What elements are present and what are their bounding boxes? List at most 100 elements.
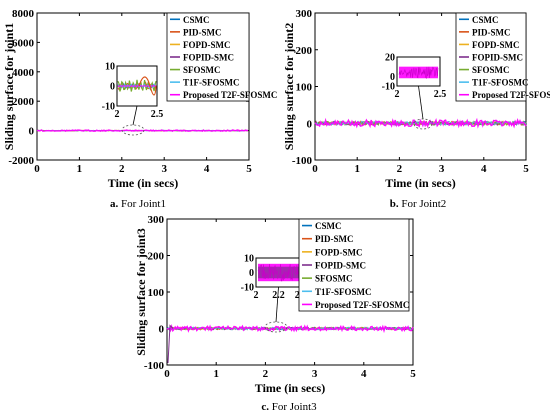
x-tick-label: 5 (246, 163, 252, 175)
legend-box (298, 218, 410, 312)
y-tick-label: 100 (148, 287, 165, 299)
inset-y-tick-label: 0 (110, 82, 115, 93)
zoom-connector (275, 286, 279, 323)
inset: 10 0 -102 2.5 (102, 62, 164, 121)
legend-label: SFOSMC (472, 65, 510, 75)
legend-label: Proposed T2F-SFOSMC (472, 90, 550, 100)
x-tick-label: 0 (312, 163, 318, 175)
x-tick-label: 3 (312, 368, 318, 380)
legend-label: FOPD-SMC (472, 40, 520, 50)
y-axis-label: Sliding surface for joint1 (2, 23, 16, 150)
y-tick-label: 0 (159, 324, 165, 336)
legend-box (166, 12, 250, 102)
y-tick-label: -100 (144, 360, 165, 372)
legend: CSMC PID-SMC FOPD-SMC FOPID-SMC SFOSMC T1F-SF… (166, 12, 277, 102)
inset-y-tick-label: 0 (249, 268, 254, 279)
legend-label: PID-SMC (183, 27, 222, 37)
inset-band-inner (258, 266, 299, 279)
caption-letter: a. (110, 198, 119, 210)
inset-trace (257, 263, 300, 282)
y-tick-label: 4000 (12, 67, 35, 79)
legend-label: Proposed T2F-SFOSMC (315, 300, 409, 310)
caption-text: For Joint1 (118, 198, 166, 210)
legend-label: FOPID-SMC (315, 261, 366, 271)
legend-label: T1F-SFOSMC (315, 287, 372, 297)
x-tick-label: 4 (361, 368, 367, 380)
chart-caption: a. For Joint1 (110, 198, 166, 210)
x-axis-label: Time (in secs) (108, 176, 178, 190)
x-tick-label: 1 (77, 163, 83, 175)
y-tick-label: -100 (292, 155, 313, 167)
y-tick-label: 300 (296, 8, 313, 20)
legend-label: FOPD-SMC (315, 247, 363, 257)
x-tick-label: 2 (397, 163, 403, 175)
legend-label: T1F-SFOSMC (472, 78, 529, 88)
caption-letter: b. (390, 198, 399, 210)
series-line-proposed-t2f-sfosmc (166, 323, 414, 334)
x-tick-label: 1 (213, 368, 219, 380)
y-tick-label: 8000 (12, 8, 35, 20)
legend-label: SFOSMC (315, 274, 353, 284)
x-tick-label: 0 (34, 163, 40, 175)
inset-peak (138, 76, 157, 96)
legend-label: Proposed T2F-SFOSMC (183, 90, 277, 100)
inset-x-tick-label: 2.2 (272, 290, 285, 301)
inset-series (117, 83, 157, 90)
inset-x-tick-label: 2.5 (151, 109, 164, 120)
transient-spike (167, 324, 174, 364)
legend-label: FOPID-SMC (183, 53, 234, 63)
y-tick-label: 0 (29, 126, 35, 138)
series-line-proposed-t2f-sfosmc (36, 129, 249, 133)
zoom-ellipse (264, 321, 288, 333)
x-tick-label: 4 (204, 163, 210, 175)
legend-label: FOPID-SMC (472, 53, 523, 63)
zoom-ellipse (121, 124, 145, 136)
legend-label: CSMC (183, 15, 210, 25)
y-tick-label: 200 (148, 251, 165, 263)
inset-y-tick-label: -10 (382, 82, 395, 93)
x-tick-label: 5 (523, 163, 529, 175)
inset-x-tick-label: 2.5 (434, 89, 447, 100)
y-tick-label: 2000 (12, 96, 35, 108)
legend-label: CSMC (315, 221, 342, 231)
chart-caption: c. For Joint3 (261, 401, 317, 412)
x-axis-label: Time (in secs) (385, 176, 455, 190)
legend-label: PID-SMC (472, 27, 511, 37)
legend-label: T1F-SFOSMC (183, 78, 240, 88)
x-tick-label: 3 (161, 163, 167, 175)
x-tick-label: 4 (481, 163, 487, 175)
inset-y-tick-label: -10 (241, 283, 254, 294)
inset-y-tick-label: 0 (390, 72, 395, 83)
y-tick-label: 0 (307, 118, 313, 130)
y-tick-label: 6000 (12, 37, 35, 49)
series-line-proposed-t2f-sfosmc (314, 117, 527, 129)
zoom-connector (418, 85, 424, 120)
y-tick-label: 100 (296, 82, 313, 94)
legend-label: FOPD-SMC (183, 40, 231, 50)
inset-x-tick-label: 2 (254, 290, 259, 301)
inset-y-tick-label: 10 (244, 254, 254, 265)
x-axis-label: Time (in secs) (255, 381, 325, 395)
x-tick-label: 2 (119, 163, 125, 175)
legend-label: SFOSMC (183, 65, 221, 75)
x-tick-label: 1 (354, 163, 360, 175)
inset: 20 0-102 2.5 (382, 53, 447, 101)
inset-trace (398, 66, 439, 80)
inset-y-tick-label: 20 (385, 53, 395, 64)
inset-x-tick-label: 2 (115, 109, 120, 120)
y-tick-label: -2000 (8, 155, 34, 167)
y-axis-label: Sliding surface for joint3 (134, 228, 148, 355)
chart-caption: b. For Joint2 (390, 198, 447, 210)
caption-text: For Joint2 (399, 198, 447, 210)
x-tick-label: 2 (263, 368, 269, 380)
zoom-connector (132, 105, 138, 126)
caption-letter: c. (261, 401, 269, 412)
y-tick-label: 200 (296, 45, 313, 57)
legend-label: PID-SMC (315, 234, 354, 244)
x-tick-label: 5 (410, 368, 416, 380)
inset-y-tick-label: 10 (105, 62, 115, 73)
legend: CSMC PID-SMC FOPD-SMC FOPID-SMC SFOSMC T1F-SF… (298, 218, 410, 312)
